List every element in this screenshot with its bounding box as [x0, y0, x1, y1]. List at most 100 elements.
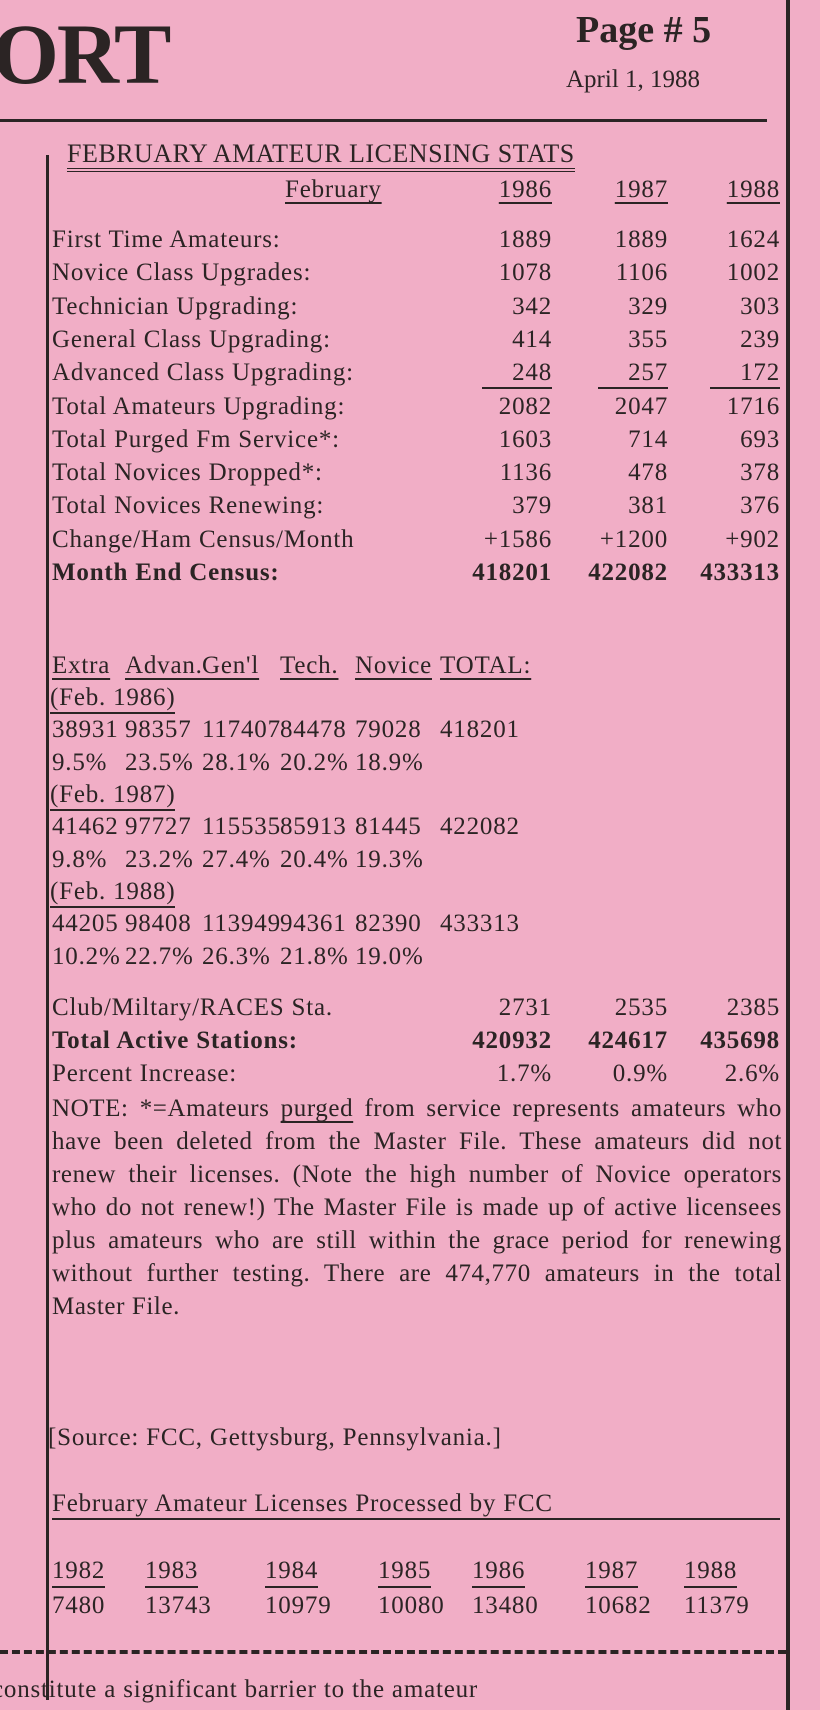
column-header-february: February [285, 176, 382, 203]
station-row-value: 2385 [726, 994, 780, 1021]
note-body: from service represents amateurs who hav… [52, 1095, 782, 1320]
class-count: 41462 [52, 813, 119, 840]
note-prefix: NOTE: *=Amateurs [52, 1095, 281, 1122]
stat-row-value: 1106 [615, 259, 668, 287]
class-percent: 21.8% [280, 943, 349, 970]
stat-row-value: 1078 [498, 259, 552, 287]
note-emphasis: purged [280, 1095, 354, 1122]
stat-row-value: 422082 [588, 559, 668, 586]
issue-date: April 1, 1988 [566, 66, 701, 93]
class-count: 38931 [52, 716, 119, 743]
stat-row-value: 172 [710, 359, 780, 390]
stat-row-value: 381 [628, 492, 668, 520]
class-count: 113949 [202, 910, 281, 937]
processed-value: 10080 [378, 1592, 445, 1619]
stat-row-label: Novice Class Upgrades: [52, 259, 312, 287]
stat-row-value: +902 [725, 525, 780, 553]
class-count: 422082 [440, 813, 520, 840]
stat-row-label: Total Purged Fm Service*: [52, 425, 340, 453]
processed-value: 13480 [472, 1592, 539, 1619]
class-percent: 20.2% [280, 749, 349, 776]
processed-value: 13743 [145, 1592, 212, 1619]
class-column-header: Tech. [280, 652, 339, 679]
class-count: 98408 [125, 910, 192, 937]
stat-row-value: 379 [512, 492, 552, 520]
class-percent: 20.4% [280, 846, 349, 873]
class-percent: 22.7% [125, 943, 194, 970]
processed-year: 1986 [472, 1556, 526, 1588]
section-divider [0, 1650, 786, 1654]
processed-year: 1984 [265, 1556, 319, 1588]
stat-row-label: General Class Upgrading: [52, 325, 331, 353]
class-percent: 9.8% [52, 846, 108, 873]
stat-row-label: Technician Upgrading: [52, 292, 299, 320]
stat-row-value: 303 [740, 292, 780, 320]
class-percent: 19.0% [355, 943, 424, 970]
class-percent: 19.3% [355, 846, 424, 873]
class-group-label: (Feb. 1987) [50, 781, 176, 811]
stat-row-value: 257 [598, 359, 668, 390]
class-count: 433313 [440, 910, 520, 937]
class-count: 85913 [280, 813, 347, 840]
stat-row-value: 1136 [499, 459, 552, 487]
class-count: 79028 [355, 716, 422, 743]
stat-row-value: 1889 [614, 226, 668, 253]
footer-text-fragment: constitute a significant barrier to the … [0, 1676, 479, 1703]
station-row-value: 2.6% [724, 1060, 780, 1087]
stat-row-value: 378 [740, 459, 780, 487]
class-percent: 9.5% [52, 749, 108, 776]
stat-row-value: 2047 [614, 392, 668, 420]
processed-year: 1982 [52, 1556, 106, 1588]
station-row-value: 1.7% [496, 1060, 552, 1087]
station-row-label: Club/Miltary/RACES Sta. [52, 994, 333, 1021]
column-header-year: 1986 [498, 176, 552, 203]
masthead-title: ORT [0, 6, 171, 102]
class-count: 94361 [280, 910, 347, 937]
note-paragraph: NOTE: *=Amateurs purged from service rep… [52, 1092, 782, 1323]
stat-row-value: +1200 [599, 525, 668, 553]
station-row-value: 0.9% [612, 1060, 668, 1087]
processed-year: 1985 [378, 1556, 432, 1588]
page-number: Page # 5 [576, 9, 712, 51]
class-count: 84478 [280, 716, 347, 743]
class-count: 98357 [125, 716, 192, 743]
stat-row-value: +1586 [483, 525, 552, 553]
column-border-left [46, 155, 49, 1700]
processed-year: 1987 [585, 1556, 639, 1588]
column-border-right [786, 0, 790, 1710]
class-percent: 10.2% [52, 943, 121, 970]
stat-row-value: 248 [482, 359, 552, 390]
processed-value: 10979 [265, 1592, 332, 1619]
class-column-header: Gen'l [202, 652, 260, 679]
class-percent: 28.1% [202, 749, 271, 776]
class-column-header: Extra [52, 652, 111, 679]
class-column-header: Advan. [125, 652, 203, 679]
processed-year: 1988 [684, 1556, 738, 1588]
station-row-value: 424617 [588, 1027, 668, 1054]
station-row-value: 420932 [472, 1027, 552, 1054]
class-percent: 18.9% [355, 749, 424, 776]
stat-row-value: 2082 [498, 392, 552, 420]
processed-value: 10682 [585, 1592, 652, 1619]
class-percent: 23.2% [125, 846, 194, 873]
class-column-header: Novice [355, 652, 432, 679]
stat-row-label: Total Amateurs Upgrading: [52, 392, 346, 420]
stat-row-value: 693 [740, 425, 780, 453]
stat-row-value: 433313 [700, 559, 780, 586]
class-column-header: TOTAL: [440, 652, 532, 679]
stat-row-value: 714 [628, 425, 668, 453]
stat-row-label: First Time Amateurs: [52, 226, 281, 253]
stat-row-label: Change/Ham Census/Month [52, 525, 355, 553]
stat-row-value: 376 [740, 492, 780, 520]
header-rule [0, 119, 767, 122]
class-percent: 23.5% [125, 749, 194, 776]
processed-title: February Amateur Licenses Processed by F… [52, 1490, 780, 1520]
stat-row-value: 414 [512, 325, 552, 353]
stat-row-value: 1002 [726, 259, 780, 287]
stat-row-value: 1889 [498, 226, 552, 253]
class-group-label: (Feb. 1988) [50, 878, 176, 908]
stat-row-value: 239 [740, 325, 780, 353]
station-row-label: Percent Increase: [52, 1060, 238, 1087]
column-header-year: 1987 [614, 176, 668, 203]
class-count: 117407 [202, 716, 281, 743]
